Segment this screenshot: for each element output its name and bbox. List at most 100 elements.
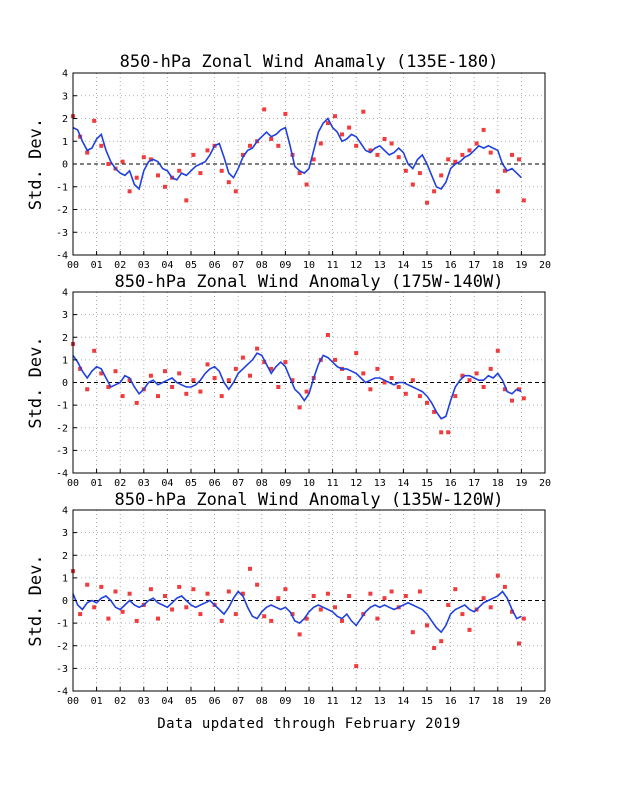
data-point bbox=[439, 639, 444, 644]
data-point bbox=[340, 132, 344, 137]
data-point bbox=[156, 616, 160, 621]
data-point bbox=[396, 385, 401, 389]
data-point bbox=[219, 394, 224, 399]
data-point bbox=[460, 612, 465, 617]
data-point bbox=[99, 371, 104, 376]
data-point bbox=[460, 373, 465, 378]
data-point bbox=[517, 387, 521, 392]
data-point bbox=[219, 168, 224, 173]
x-tick-label: 14 bbox=[397, 478, 409, 489]
data-point bbox=[226, 378, 231, 383]
data-point bbox=[382, 596, 387, 601]
x-tick-label: 04 bbox=[161, 696, 173, 707]
data-point bbox=[410, 378, 415, 383]
data-point bbox=[467, 378, 472, 383]
data-point bbox=[382, 137, 387, 141]
data-point bbox=[248, 143, 252, 148]
x-tick-label: 17 bbox=[468, 696, 480, 707]
x-tick-label: 19 bbox=[515, 696, 527, 707]
data-point bbox=[99, 584, 104, 589]
data-point bbox=[297, 405, 302, 410]
data-point bbox=[170, 607, 175, 612]
data-point bbox=[432, 409, 437, 414]
y-tick-label: 4 bbox=[62, 506, 68, 517]
data-point bbox=[113, 589, 118, 594]
data-point bbox=[92, 348, 97, 353]
x-tick-label: 06 bbox=[209, 260, 221, 271]
x-tick-label: 11 bbox=[327, 260, 339, 271]
data-point bbox=[269, 366, 274, 371]
data-point bbox=[205, 148, 210, 153]
data-point bbox=[148, 587, 153, 592]
x-tick-label: 01 bbox=[91, 260, 103, 271]
data-point bbox=[163, 369, 167, 374]
y-tick-label: 1 bbox=[62, 137, 68, 148]
data-point bbox=[177, 584, 182, 589]
data-point bbox=[297, 632, 302, 637]
data-point bbox=[184, 198, 189, 203]
data-point bbox=[269, 137, 274, 141]
data-point bbox=[127, 591, 132, 596]
data-point bbox=[382, 380, 387, 385]
data-point bbox=[99, 143, 104, 148]
data-point bbox=[502, 387, 507, 392]
data-point bbox=[474, 371, 479, 376]
x-tick-label: 07 bbox=[232, 478, 244, 489]
x-tick-label: 17 bbox=[468, 478, 480, 489]
x-tick-label: 02 bbox=[114, 696, 126, 707]
data-point bbox=[403, 594, 408, 598]
data-point bbox=[488, 605, 493, 610]
chart-panel-3: 00 01 02 03 04 05 06 07 08 09 10 11 12 13 14 15 16 17 18 19… bbox=[26, 490, 551, 707]
data-point bbox=[460, 152, 465, 157]
data-point bbox=[333, 605, 337, 610]
x-tick-label: 15 bbox=[421, 696, 433, 707]
data-point bbox=[85, 150, 90, 155]
data-point bbox=[262, 107, 267, 112]
x-tick-label: 13 bbox=[374, 478, 386, 489]
data-point bbox=[517, 641, 521, 646]
data-point bbox=[304, 616, 309, 621]
data-point bbox=[276, 596, 281, 601]
y-tick-label: 4 bbox=[62, 69, 68, 80]
data-point bbox=[495, 189, 500, 194]
data-point bbox=[106, 616, 111, 621]
x-tick-label: 03 bbox=[138, 260, 150, 271]
data-point bbox=[113, 369, 118, 374]
x-tick-label: 09 bbox=[279, 696, 291, 707]
x-tick-label: 10 bbox=[303, 478, 315, 489]
data-point bbox=[283, 587, 288, 592]
data-point bbox=[233, 612, 238, 617]
data-point bbox=[446, 430, 451, 435]
data-point bbox=[325, 591, 330, 596]
footer-note: Data updated through February 2019 bbox=[157, 716, 461, 732]
y-tick-label: 1 bbox=[62, 573, 68, 584]
x-tick-label: 08 bbox=[256, 696, 268, 707]
x-tick-label: 16 bbox=[445, 260, 457, 271]
data-point bbox=[163, 594, 167, 598]
data-point bbox=[410, 182, 415, 187]
data-point bbox=[446, 603, 451, 607]
y-tick-label: -2 bbox=[56, 641, 68, 652]
x-tick-label: 10 bbox=[303, 260, 315, 271]
data-point bbox=[325, 121, 330, 126]
x-tick-label: 01 bbox=[91, 478, 103, 489]
data-point bbox=[240, 152, 245, 157]
data-point bbox=[177, 168, 182, 173]
data-point bbox=[311, 157, 316, 162]
y-tick-label: -2 bbox=[56, 423, 68, 434]
data-point bbox=[481, 385, 486, 389]
data-point bbox=[510, 152, 514, 157]
smoothed-series-line bbox=[72, 352, 522, 420]
data-point bbox=[85, 387, 90, 392]
data-point bbox=[156, 173, 160, 178]
data-point bbox=[262, 360, 267, 365]
y-tick-label: -4 bbox=[56, 251, 68, 262]
x-tick-label: 00 bbox=[67, 696, 79, 707]
x-tick-label: 10 bbox=[303, 696, 315, 707]
data-point bbox=[361, 371, 366, 376]
data-point bbox=[354, 143, 359, 148]
x-tick-label: 14 bbox=[397, 260, 409, 271]
x-tick-label: 15 bbox=[421, 478, 433, 489]
data-point bbox=[502, 168, 507, 173]
